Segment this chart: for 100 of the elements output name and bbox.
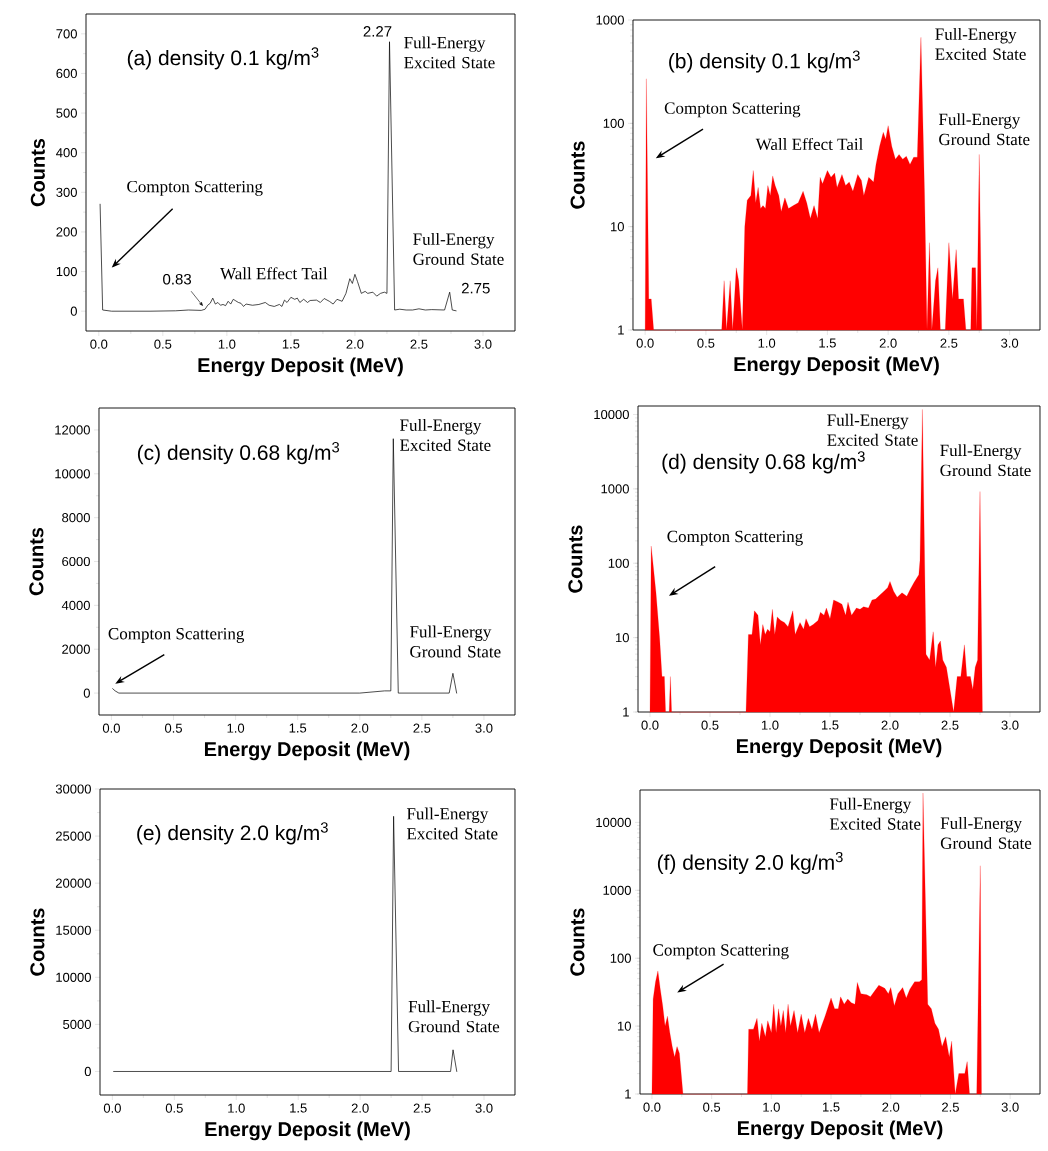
x-tick-label: 0.0 [90,339,108,349]
annotation: 0.83 [163,273,192,285]
annotation: Compton Scattering [108,628,245,643]
x-tick-label: 3.0 [474,339,492,349]
x-tick-label: 1.5 [289,723,307,733]
x-tick-label: 2.0 [881,720,899,730]
y-tick-label: 0 [83,688,90,698]
y-tick-label: 200 [56,227,77,237]
x-axis-title: Energy Deposit (MeV) [205,1121,410,1141]
annotation: Full-Energy Excited State [829,797,921,830]
annotation: Compton Scattering [667,530,803,546]
y-tick-label: 20000 [55,878,91,888]
y-tick-label: 10000 [594,409,629,420]
annotation: Wall Effect Tail [220,267,328,280]
annotation: Full-Energy Excited State [935,27,1026,60]
annotation: Full-Energy Excited State [404,36,495,69]
y-tick-label: 5000 [63,1019,91,1029]
x-tick-label: 2.0 [351,723,369,733]
y-axis-title: Counts [568,525,583,593]
annotation: Compton Scattering [127,180,263,196]
y-tick-label: 1 [618,325,624,335]
x-tick-label: 1.0 [218,339,236,349]
x-tick-label: 0.5 [164,723,182,733]
x-tick-label: 0.0 [103,1103,121,1113]
x-tick-label: 2.5 [942,1102,959,1112]
annotation: Full-Energy Excited State [827,413,918,446]
x-tick-label: 3.0 [475,723,493,733]
annotation: Compton Scattering [664,102,801,118]
y-tick-label: 8000 [62,513,90,523]
annotation: 2.75 [461,282,490,294]
x-tick-label: 0.0 [641,720,659,730]
y-tick-label: 400 [56,148,77,158]
y-tick-label: 10000 [596,817,631,828]
x-tick-label: 2.0 [351,1103,369,1113]
y-tick-label: 6000 [62,556,90,567]
x-tick-label: 1.5 [282,339,300,349]
x-axis-title: Energy Deposit (MeV) [734,356,939,376]
y-tick-label: 10000 [55,469,90,479]
x-tick-label: 2.5 [413,723,431,733]
x-tick-label: 0.0 [636,338,654,348]
x-tick-label: 0.0 [102,723,120,733]
x-tick-label: 3.0 [1001,1102,1019,1112]
x-axis-title: Energy Deposit (MeV) [737,1120,943,1140]
y-tick-label: 0 [84,1066,91,1077]
annotation: Compton Scattering [653,944,789,960]
y-tick-label: 12000 [55,425,90,435]
x-tick-label: 1.0 [758,338,776,348]
text: (c) density 0.68 kg/m$^{3}$ [137,442,340,465]
y-tick-label: 10000 [56,972,91,982]
x-tick-label: 0.5 [701,720,719,730]
x-tick-label: 1.0 [228,1103,245,1113]
x-tick-label: 2.5 [940,338,958,348]
x-tick-label: 2.5 [941,720,959,730]
y-tick-label: 1000 [596,15,624,25]
x-tick-label: 0.5 [697,338,715,348]
y-tick-label: 1000 [603,885,631,895]
x-tick-label: 2.0 [346,339,364,349]
annotation: Wall Effect Tail [755,137,863,151]
annotation: Full-Energy Ground State [940,816,1032,849]
y-tick-label: 100 [610,953,631,963]
x-axis-title: Energy Deposit (MeV) [204,741,410,761]
annotation: Full-Energy Excited State [400,418,491,451]
y-tick-label: 4000 [61,600,90,610]
y-axis-title: Counts [30,138,45,207]
x-tick-label: 1.5 [290,1103,307,1113]
annotation: Full-Energy Ground State [408,1000,500,1033]
x-tick-label: 0.5 [703,1102,721,1112]
x-tick-label: 2.5 [410,339,428,349]
y-tick-label: 10 [617,1021,631,1031]
x-tick-label: 1.0 [763,1102,780,1112]
x-tick-label: 1.0 [761,720,779,730]
y-tick-label: 100 [603,118,624,128]
y-tick-label: 1000 [601,484,629,494]
y-axis-title: Counts [30,908,45,976]
x-tick-label: 0.5 [154,339,172,349]
y-tick-label: 1 [625,1089,631,1099]
y-tick-label: 2000 [62,644,90,654]
x-tick-label: 2.0 [882,1102,900,1112]
x-tick-label: 3.0 [1001,720,1019,730]
y-tick-label: 300 [56,187,77,197]
x-axis-title: Energy Deposit (MeV) [736,738,942,758]
x-tick-label: 2.0 [879,338,897,348]
x-tick-label: 2.5 [413,1103,431,1113]
annotation: Full-Energy Ground State [938,113,1030,146]
y-tick-label: 1 [623,707,629,717]
y-tick-label: 0 [70,306,77,316]
text: (b) density 0.1 kg/m$^{3}$ [669,50,860,73]
x-tick-label: 1.0 [227,723,245,733]
x-tick-label: 1.5 [819,338,836,348]
x-tick-label: 0.5 [165,1103,183,1113]
text: (a) density 0.1 kg/m$^{3}$ [127,47,319,70]
y-axis-title: Counts [570,141,585,209]
y-tick-label: 700 [56,29,77,39]
x-tick-label: 1.5 [823,1102,840,1112]
annotation: Full-Energy Ground State [940,444,1031,477]
y-axis-title: Counts [29,527,44,596]
y-tick-label: 100 [608,558,629,568]
text: (e) density 2.0 kg/m$^{3}$ [137,822,328,845]
y-tick-label: 10 [610,222,624,232]
x-tick-label: 3.0 [475,1103,493,1113]
